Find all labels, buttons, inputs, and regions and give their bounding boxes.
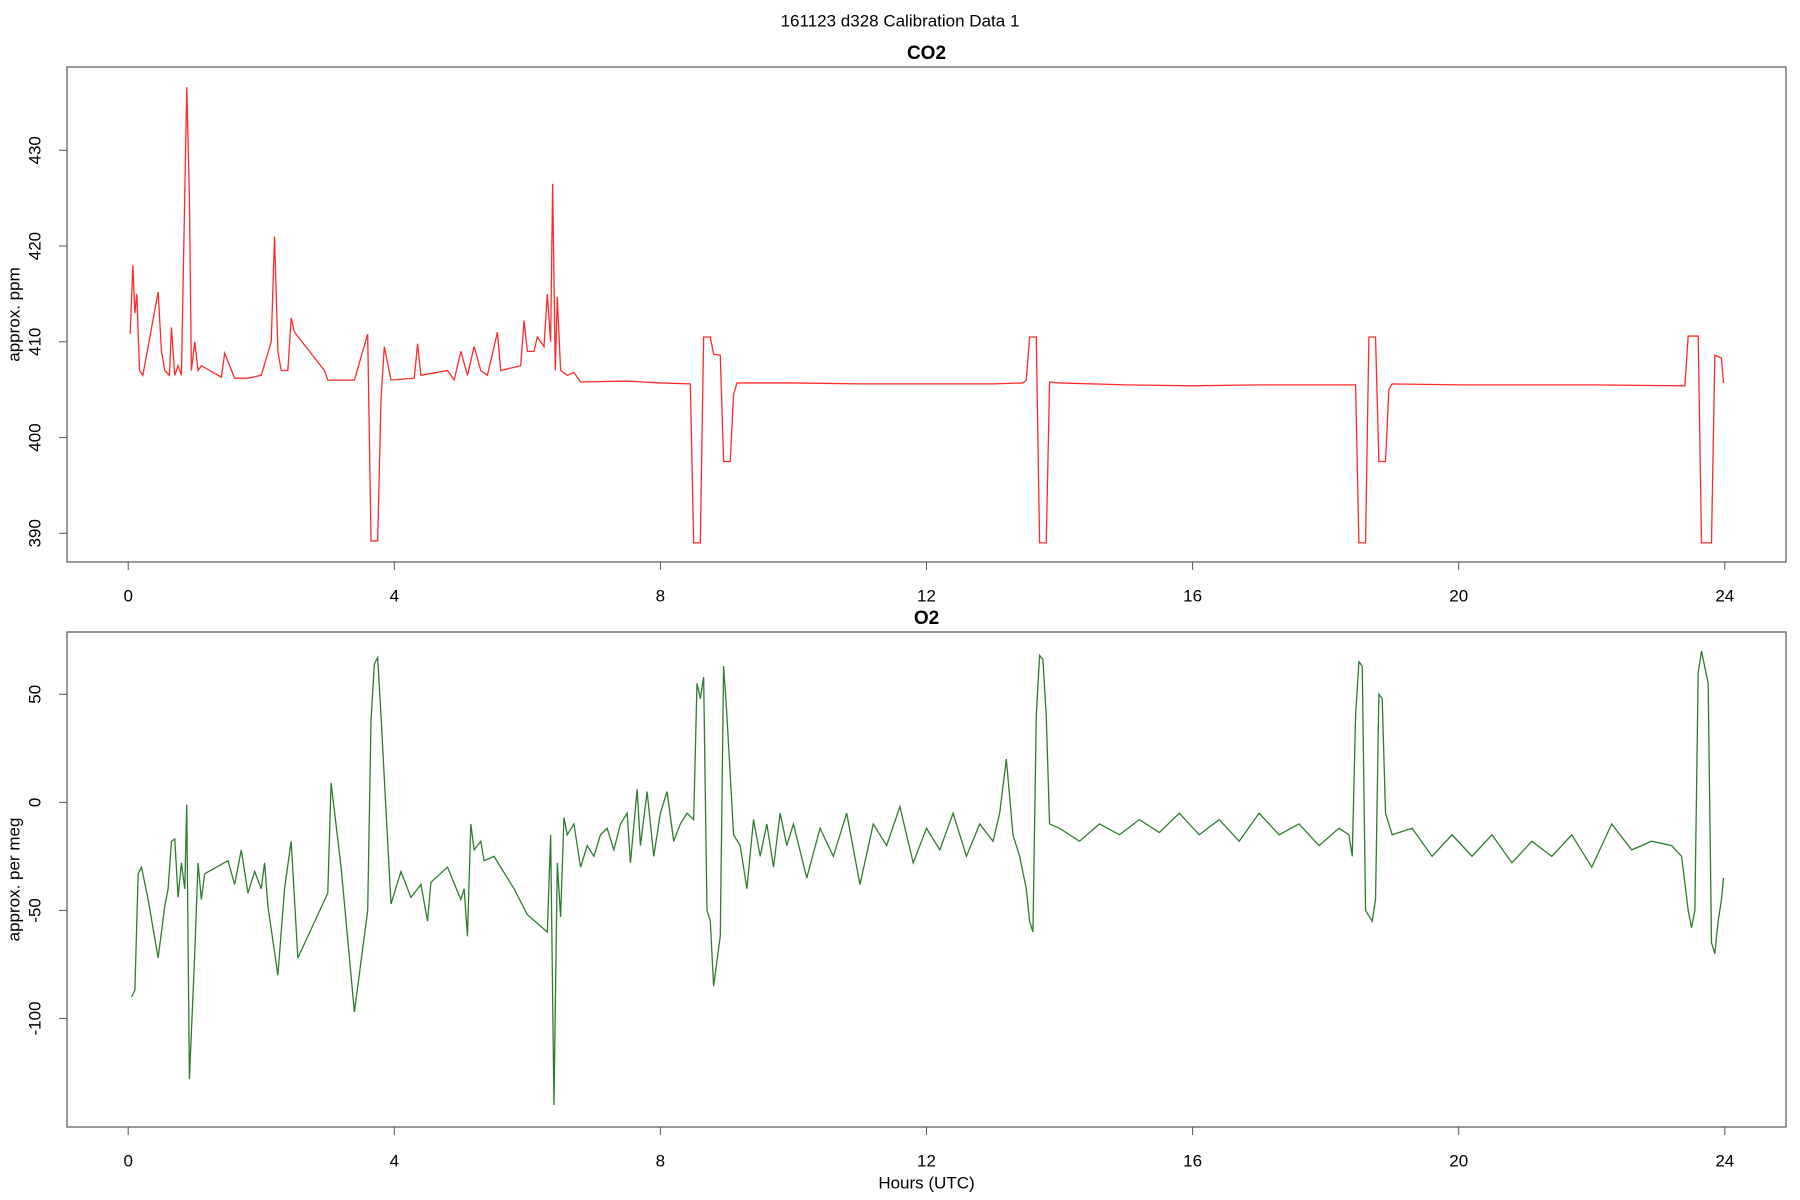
x-axis-label: Hours (UTC) [878,1173,974,1192]
x-tick-label: 20 [1449,1151,1468,1170]
panel-title: CO2 [907,43,946,64]
x-tick-label: 0 [123,586,132,605]
y-tick-label: 410 [25,328,44,356]
y-tick-label: 0 [25,798,44,807]
y-tick-label: -50 [25,898,44,923]
x-tick-label: 0 [123,1151,132,1170]
y-tick-label: 430 [25,136,44,164]
y-axis-label: approx. per meg [4,818,23,942]
plot-frame [66,66,1787,563]
y-axis-label: approx. ppm [4,267,23,362]
x-tick-label: 12 [917,586,936,605]
data-line [130,650,1725,1105]
x-tick-label: 20 [1449,586,1468,605]
y-tick-label: 50 [25,685,44,704]
y-tick-label: -100 [25,1001,44,1035]
y-tick-label: 420 [25,232,44,260]
y-tick-label: 390 [25,519,44,547]
y-tick-label: 400 [25,423,44,451]
x-tick-label: 24 [1715,586,1734,605]
x-tick-label: 4 [390,586,399,605]
data-line [129,87,1725,544]
x-tick-label: 8 [656,1151,665,1170]
x-tick-label: 8 [656,586,665,605]
plot-frame [66,631,1787,1128]
x-tick-label: 24 [1715,1151,1734,1170]
x-tick-label: 16 [1183,586,1202,605]
panel-title: O2 [914,608,939,629]
figure-title: 161123 d328 Calibration Data 1 [781,11,1020,30]
x-tick-label: 16 [1183,1151,1202,1170]
x-tick-label: 4 [390,1151,399,1170]
x-tick-label: 12 [917,1151,936,1170]
